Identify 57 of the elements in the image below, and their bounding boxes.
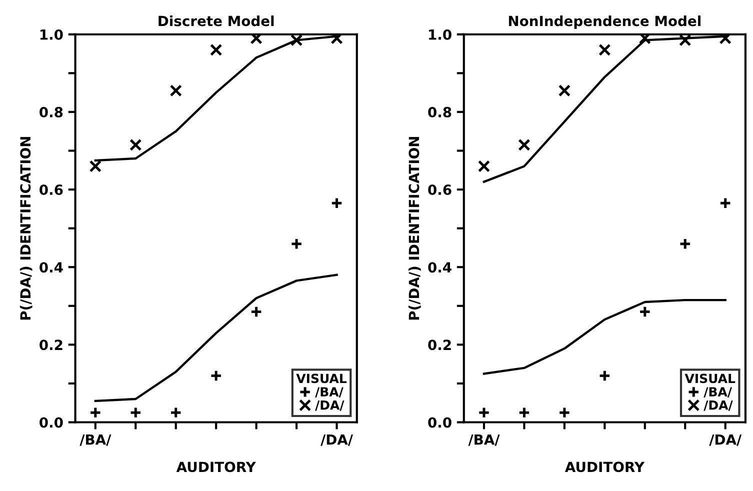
point xyxy=(719,34,732,44)
y-tick-label: 1.0 xyxy=(429,29,452,40)
y-tick-label: 0.6 xyxy=(428,184,452,195)
y-axis-title: P(/DA/) IDENTIFICATION xyxy=(20,137,32,320)
point xyxy=(638,306,652,318)
y-tick-label: 0.0 xyxy=(428,417,452,428)
point xyxy=(478,160,490,172)
point xyxy=(290,238,303,250)
point xyxy=(478,406,490,419)
y-tick-label: 1.0 xyxy=(40,29,63,40)
point xyxy=(719,196,732,210)
point xyxy=(89,406,102,419)
y-tick-label: 0.2 xyxy=(40,340,62,350)
x-tick-label: /DA/ xyxy=(709,434,742,446)
point xyxy=(330,196,343,210)
point xyxy=(679,34,692,46)
point xyxy=(250,306,262,318)
x-tick-label: /BA/ xyxy=(468,434,500,446)
point xyxy=(518,406,530,419)
x-tick-label: /BA/ xyxy=(80,434,112,446)
point xyxy=(210,370,222,382)
legend-label: /DA/ xyxy=(704,400,733,411)
legend-label: /DA/ xyxy=(315,400,344,411)
point xyxy=(679,238,692,250)
x-tick-label: /DA/ xyxy=(320,434,353,446)
point xyxy=(130,138,142,152)
y-tick-label: 0.4 xyxy=(40,262,63,273)
legend-title: VISUAL xyxy=(684,374,736,384)
point xyxy=(210,44,222,56)
legend-title: VISUAL xyxy=(296,374,347,384)
point xyxy=(558,406,571,419)
y-tick-label: 0.2 xyxy=(428,340,451,350)
point xyxy=(638,34,652,44)
point xyxy=(89,160,102,172)
chart-title: Discrete Model xyxy=(158,15,274,26)
point xyxy=(598,44,611,56)
y-tick-label: 0.0 xyxy=(40,417,63,428)
legend-label: /BA/ xyxy=(704,387,732,398)
x-axis-title: AUDITORY xyxy=(564,462,645,472)
point xyxy=(290,34,303,46)
y-tick-label: 0.8 xyxy=(428,106,452,118)
y-tick-label: 0.6 xyxy=(40,184,63,195)
y-tick-label: 0.4 xyxy=(428,262,452,273)
point xyxy=(598,370,611,382)
x-axis-title: AUDITORY xyxy=(176,462,256,472)
point xyxy=(518,138,530,152)
point xyxy=(330,34,343,44)
legend-label: /BA/ xyxy=(315,387,344,398)
point xyxy=(170,84,182,97)
line-series xyxy=(482,298,726,375)
point xyxy=(130,406,142,419)
y-tick-label: 0.8 xyxy=(40,106,63,118)
point xyxy=(558,84,571,97)
chart-title: NonIndependence Model xyxy=(508,15,700,29)
point xyxy=(250,34,262,44)
y-axis-title: P(/DA/) IDENTIFICATION xyxy=(408,137,421,320)
point xyxy=(170,406,182,419)
